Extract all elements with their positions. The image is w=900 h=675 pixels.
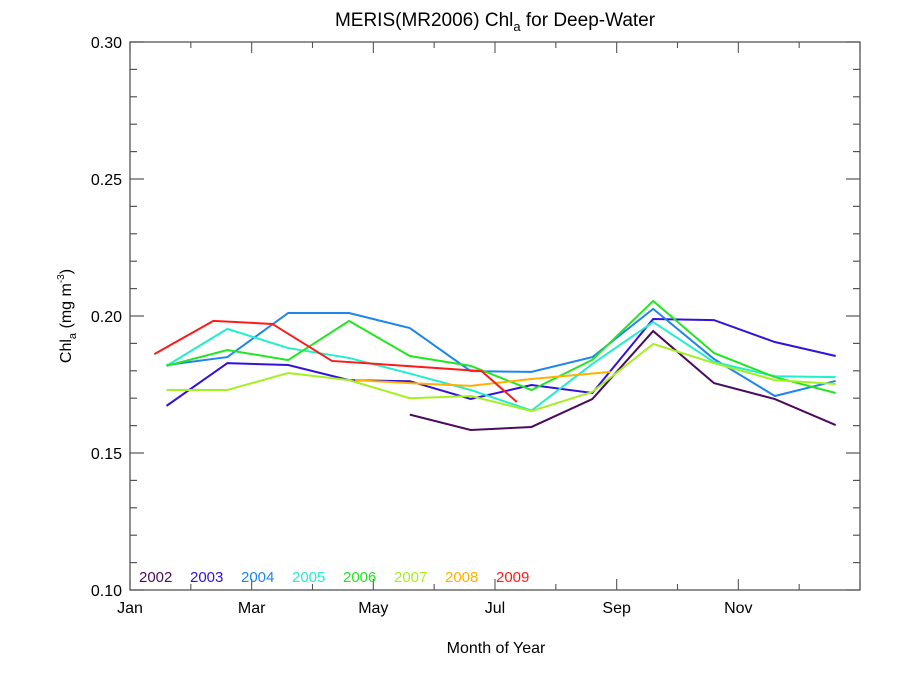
y-axis-label: Chla (mg m-3) — [56, 269, 79, 363]
x-axis-label: Month of Year — [447, 640, 546, 657]
legend-entry-2004: 2004 — [241, 569, 274, 586]
y-tick-label: 0.20 — [91, 309, 122, 326]
x-tick-label: May — [358, 600, 388, 617]
series-line-2003 — [165, 318, 836, 407]
x-tick-labels: Jan Mar May Jul Sep Nov — [117, 600, 752, 617]
series-line-2008 — [355, 370, 611, 387]
series-line-2009 — [153, 319, 518, 403]
series-line-2006 — [166, 299, 836, 394]
legend-entry-2002: 2002 — [139, 569, 172, 586]
series-line-2005 — [165, 320, 836, 412]
y-tick-label: 0.30 — [91, 35, 122, 52]
legend-entry-2007: 2007 — [394, 569, 427, 586]
x-tick-label: Sep — [602, 600, 631, 617]
y-tick-label: 0.10 — [91, 583, 122, 600]
legend-entry-2005: 2005 — [292, 569, 325, 586]
legend-entry-2006: 2006 — [343, 569, 376, 586]
legend-entry-2008: 2008 — [445, 569, 478, 586]
x-tick-label: Jan — [117, 600, 143, 617]
x-tick-label: Nov — [724, 600, 752, 617]
legend-entry-2003: 2003 — [190, 569, 223, 586]
legend: 2002 2003 2004 2005 2006 2007 2008 2009 — [139, 569, 529, 586]
x-tick-label: Mar — [238, 600, 266, 617]
series-lines — [153, 299, 837, 431]
plot-frame — [129, 41, 861, 591]
series-line-2002 — [409, 329, 837, 431]
y-tick-label: 0.25 — [91, 172, 122, 189]
y-tick-label: 0.15 — [91, 446, 122, 463]
series-line-2007 — [166, 342, 836, 413]
x-tick-label: Jul — [485, 600, 505, 617]
y-tick-labels: 0.10 0.15 0.20 0.25 0.30 — [91, 35, 122, 600]
legend-entry-2009: 2009 — [496, 569, 529, 586]
axis-ticks — [129, 41, 861, 591]
chart-title: MERIS(MR2006) Chla for Deep-Water — [335, 10, 656, 34]
